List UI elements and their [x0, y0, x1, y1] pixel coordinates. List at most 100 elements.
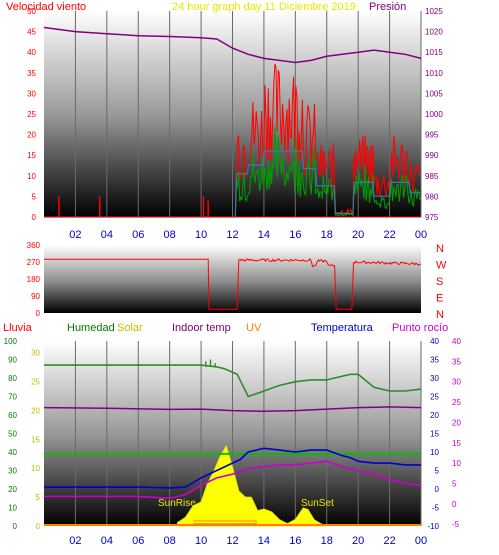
dewpoint-label: Punto rocío [392, 322, 448, 334]
x-tick-label: 12 [226, 535, 238, 547]
humidity-tick-label: 0 [13, 522, 18, 531]
rain-label: Lluvia [3, 322, 33, 334]
wind-tick-label: 25 [27, 110, 36, 119]
uv-line [193, 520, 257, 525]
dewpoint-tick-label: 5 [452, 479, 457, 488]
x-tick-label: 16 [289, 535, 301, 547]
x-tick-label: 08 [164, 229, 176, 241]
solar-axis: 0 5 10 15 20 25 30 [31, 349, 40, 531]
dewpoint-tick-label: 15 [452, 439, 461, 448]
solar-tick-label: 15 [31, 435, 40, 444]
humidity-tick-label: 100 [4, 337, 18, 346]
dewpoint-tick-label: 40 [452, 337, 461, 346]
climate-series [43, 359, 422, 527]
humidity-tick-label: 20 [8, 485, 17, 494]
x-tick-label: 18 [321, 229, 333, 241]
humidity-tick-label: 50 [8, 430, 17, 439]
wind-series [43, 26, 422, 218]
sunrise-label: SunRise [158, 498, 196, 509]
wind-tick-label: 30 [27, 89, 36, 98]
solar-tick-label: 10 [31, 464, 40, 473]
wind-speed-label: Velocidad viento [6, 1, 86, 13]
temperature-tick-label: -5 [432, 504, 440, 513]
x-tick-label: 14 [258, 229, 270, 241]
solar-label: Solar [117, 322, 143, 334]
pressure-tick-label: 1005 [425, 89, 443, 98]
x-tick-label: 18 [321, 535, 333, 547]
indoor-temp-line [43, 406, 422, 413]
solar-tick-label: 30 [31, 349, 40, 358]
temperature-tick-label: 15 [430, 430, 439, 439]
humidity-tick-label: 40 [8, 448, 17, 457]
wind-direction-line [44, 258, 422, 310]
wind-tick-label: 10 [27, 172, 36, 181]
direction-tick-label: 180 [27, 275, 41, 284]
dewpoint-tick-label: -5 [452, 520, 460, 529]
direction-series [44, 258, 422, 310]
dewpoint-line [44, 460, 422, 500]
x-tick-label: 04 [101, 535, 113, 547]
compass-label: E [436, 293, 443, 305]
pressure-tick-label: 995 [425, 131, 439, 140]
solar-tick-label: 0 [36, 522, 41, 531]
x-tick-label: 14 [258, 535, 270, 547]
x-tick-label: 16 [289, 229, 301, 241]
pressure-tick-label: 1025 [425, 7, 443, 16]
pressure-tick-label: 985 [425, 172, 439, 181]
bottom-time-axis: 02 04 06 08 10 12 14 16 18 20 22 00 [69, 341, 427, 547]
temperature-tick-label: 25 [430, 393, 439, 402]
wind-tick-label: 50 [27, 7, 36, 16]
compass-label: N [436, 309, 444, 321]
x-tick-label: 04 [101, 229, 113, 241]
direction-tick-label: 90 [31, 292, 40, 301]
solar-tick-label: 25 [31, 377, 40, 386]
humidity-tick-label: 90 [8, 356, 17, 365]
solar-tick-label: 20 [31, 406, 40, 415]
x-tick-label: 06 [132, 229, 144, 241]
pressure-line [43, 26, 422, 64]
x-tick-label: 00 [415, 229, 427, 241]
humidity-tick-label: 70 [8, 393, 17, 402]
dewpoint-tick-label: 25 [452, 398, 461, 407]
direction-axis: 0 90 180 270 360 [27, 241, 41, 318]
humidity-tick-label: 10 [8, 504, 17, 513]
x-tick-label: 06 [132, 535, 144, 547]
top-time-axis: 02 04 06 08 10 12 14 16 18 20 22 00 [69, 11, 427, 241]
temperature-axis-left: -10 -5 0 5 10 15 20 25 30 35 40 [427, 337, 439, 531]
compass-label: N [436, 243, 444, 255]
sunset-label: SunSet [301, 498, 334, 509]
pressure-tick-label: 1015 [425, 48, 443, 57]
temperature-line [44, 447, 421, 489]
x-tick-label: 10 [195, 229, 207, 241]
humidity-tick-label: 80 [8, 374, 17, 383]
pressure-tick-label: 990 [425, 151, 439, 160]
dewpoint-tick-label: 35 [452, 357, 461, 366]
pressure-axis: 975 980 985 990 995 1000 1005 1010 1015 1020 1025 [425, 7, 443, 222]
x-tick-label: 20 [352, 229, 364, 241]
temperature-tick-label: 10 [430, 448, 439, 457]
wind-tick-label: 35 [27, 69, 36, 78]
humidity-tick-label: 30 [8, 467, 17, 476]
temperature-tick-label: 35 [430, 356, 439, 365]
compass-label: W [436, 260, 447, 272]
humidity-label: Humedad [67, 322, 115, 334]
direction-tick-label: 360 [27, 241, 41, 250]
pressure-tick-label: 975 [425, 213, 439, 222]
dewpoint-tick-label: 10 [452, 459, 461, 468]
humidity-axis: 0 10 20 30 40 50 60 70 80 90 100 [4, 337, 18, 531]
temperature-axis-right: -5 0 5 10 15 20 25 30 35 40 [452, 337, 461, 529]
compass-label: S [436, 276, 443, 288]
x-tick-label: 02 [69, 535, 81, 547]
pressure-label: Presión [369, 1, 406, 13]
x-tick-label: 22 [383, 535, 395, 547]
humidity-tick-label: 60 [8, 411, 17, 420]
wind-tick-label: 15 [27, 151, 36, 160]
pressure-tick-label: 1010 [425, 69, 443, 78]
x-tick-label: 22 [383, 229, 395, 241]
solar-area [177, 444, 327, 527]
indoor-temp-label: Indoor temp [172, 322, 231, 334]
dewpoint-tick-label: 0 [452, 500, 457, 509]
